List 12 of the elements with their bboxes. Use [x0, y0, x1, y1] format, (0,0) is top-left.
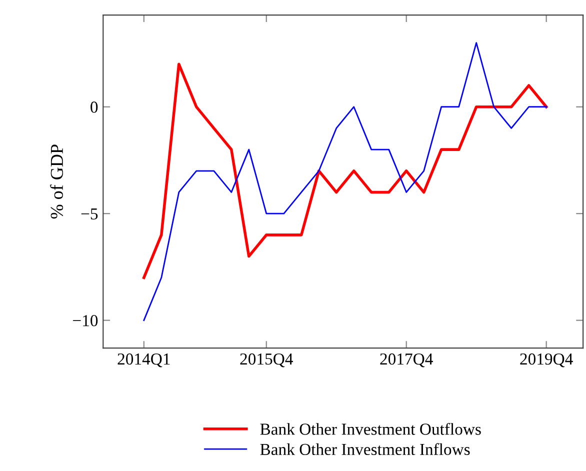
x-tick-label: 2014Q1 [118, 353, 170, 368]
y-tick-label: −10 [73, 315, 98, 326]
line-series [143, 42, 548, 322]
line-series [142, 62, 548, 280]
legend-label: Bank Other Investment Outflows [260, 422, 481, 435]
x-tick-label: 2017Q4 [380, 353, 433, 368]
y-tick-label: 0 [90, 102, 98, 113]
y-tick-label: −5 [81, 208, 98, 220]
y-axis-title: % of GDP [50, 144, 64, 219]
x-tick-label: 2019Q4 [520, 353, 573, 368]
x-tick-label: 2015Q4 [240, 353, 293, 368]
legend-label: Bank Other Investment Inflows [260, 443, 470, 456]
